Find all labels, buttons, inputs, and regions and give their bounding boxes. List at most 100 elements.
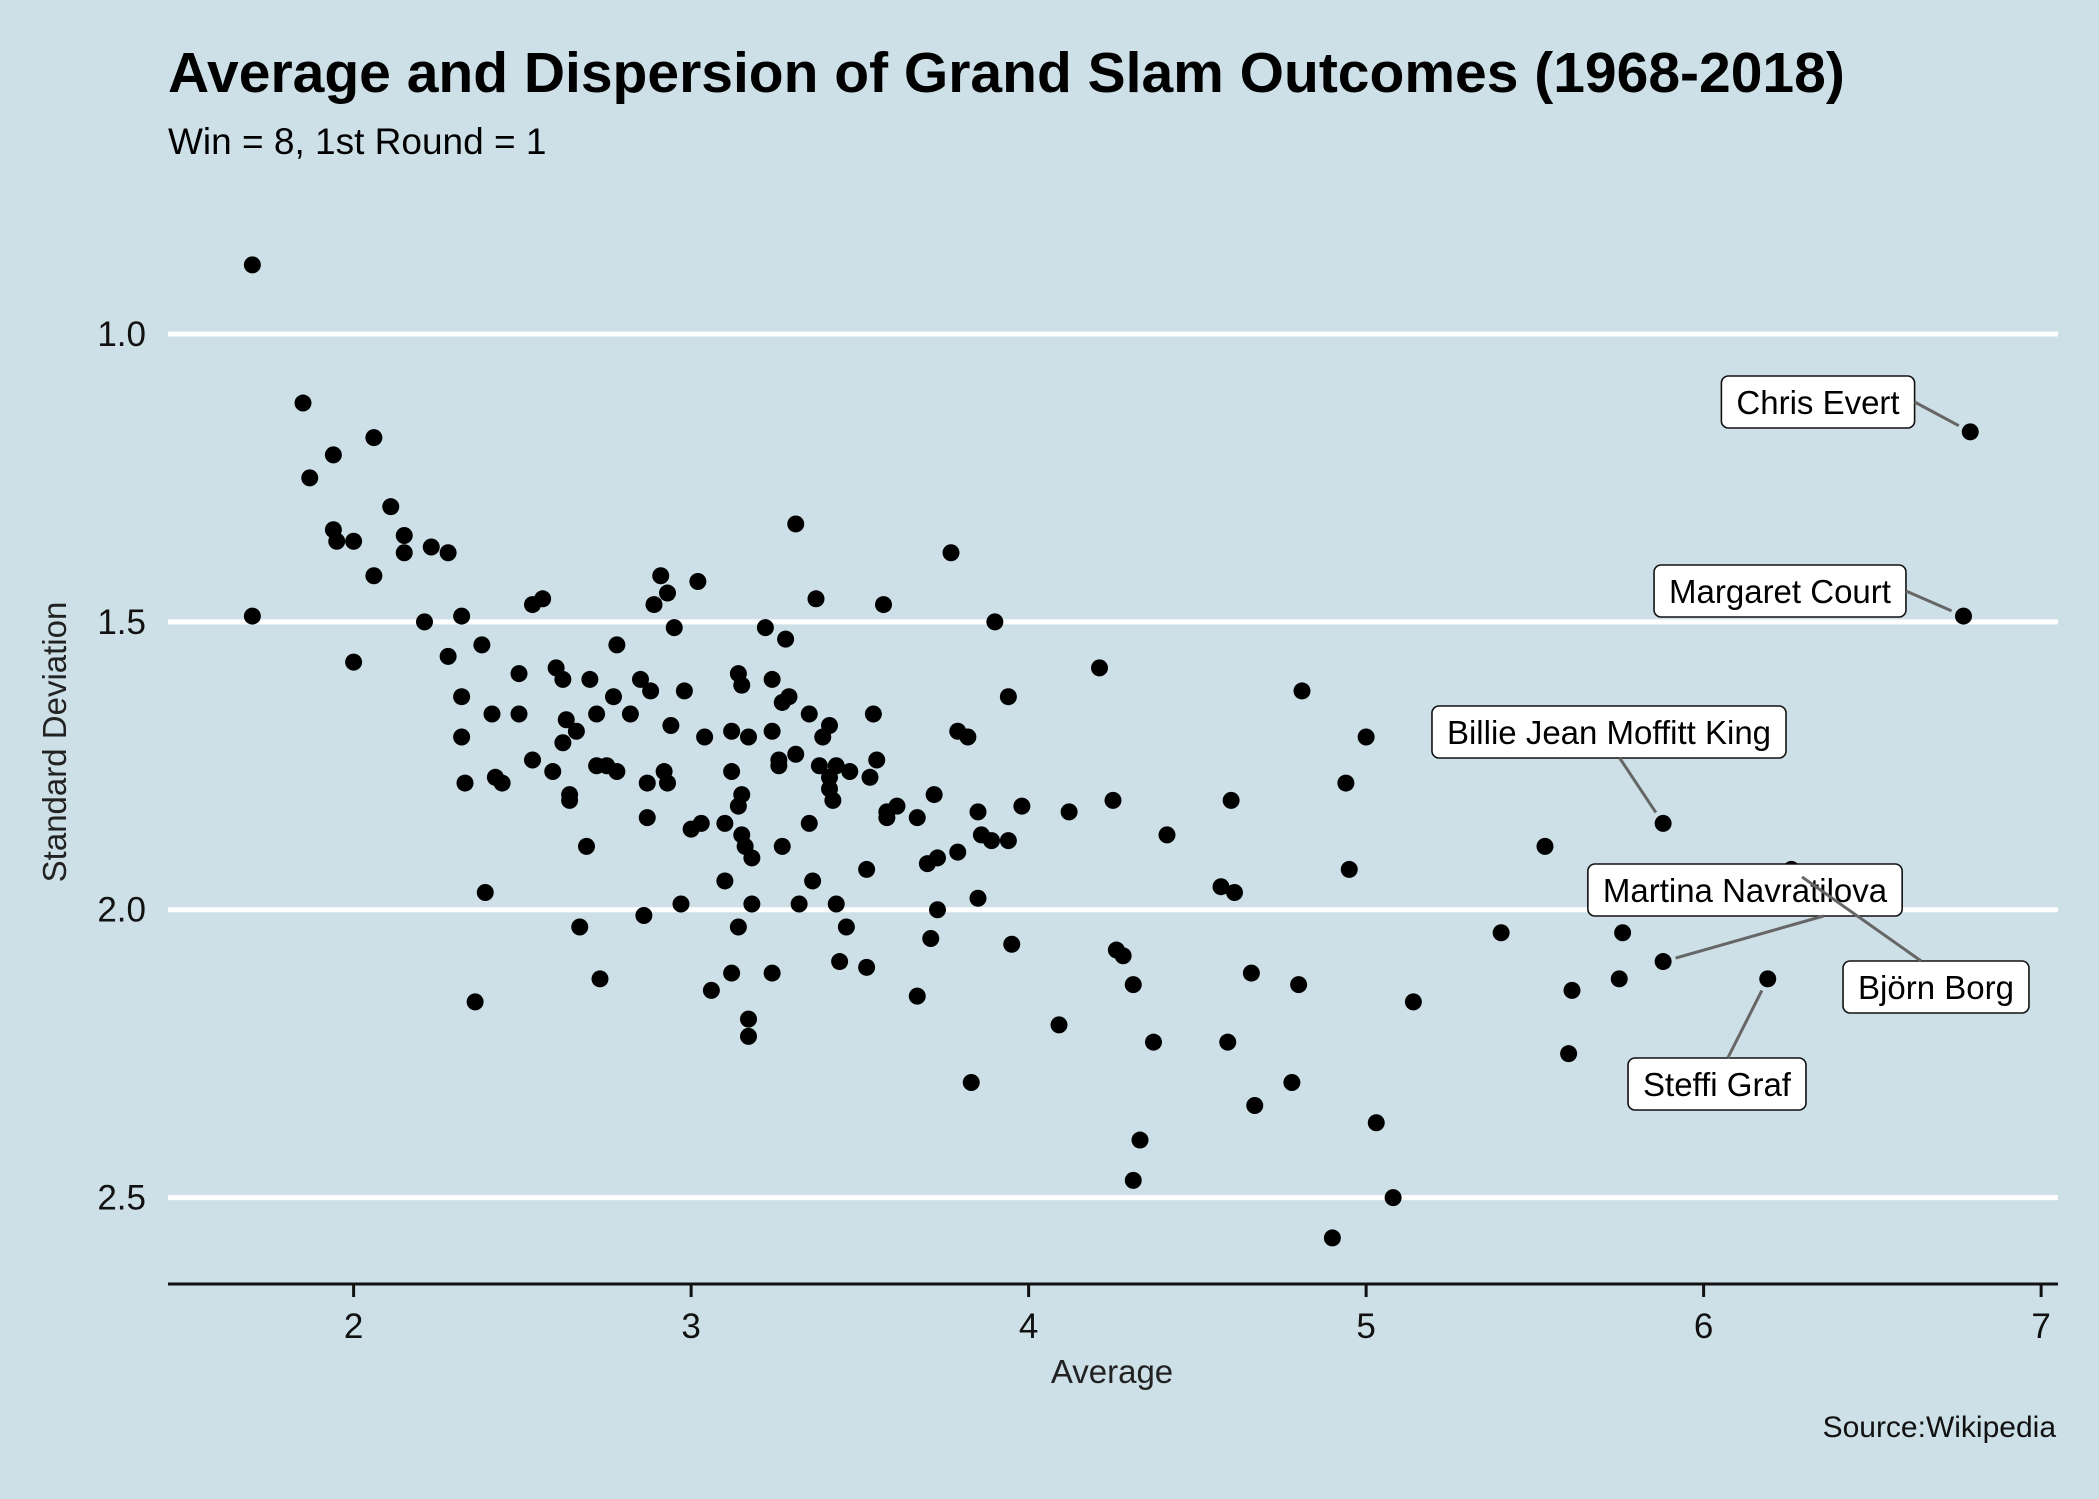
data-point (740, 1027, 757, 1045)
data-point (858, 958, 876, 976)
data-point (453, 728, 471, 746)
annotation-label: Billie Jean Moffitt King (1431, 705, 1787, 814)
annotation-label: Chris Evert (1720, 375, 1960, 429)
data-point (983, 832, 1000, 850)
data-point (787, 515, 805, 533)
x-tick-label: 7 (2031, 1307, 2050, 1346)
data-point (672, 895, 690, 913)
data-point (581, 670, 599, 688)
data-point (773, 837, 791, 855)
data-point (696, 728, 714, 746)
data-point (821, 716, 838, 734)
data-point (723, 964, 741, 982)
data-point (439, 647, 457, 665)
annotation-label: Steffi Graf (1627, 989, 1807, 1111)
data-point (716, 872, 734, 890)
data-point (554, 734, 572, 752)
data-point (1060, 803, 1078, 821)
data-point (588, 705, 606, 723)
data-point (665, 619, 683, 637)
y-tick-label: 2.5 (97, 1179, 146, 1218)
gridlines (168, 331, 2058, 1201)
y-axis-label: Standard Deviation (36, 602, 73, 883)
data-point (929, 849, 946, 867)
data-point (1492, 924, 1510, 942)
annotations: Chris Evert Margaret Court Billie Jean Mof… (1431, 375, 2030, 1111)
x-tick-label: 5 (1356, 1307, 1375, 1346)
data-point (395, 544, 413, 562)
data-points (243, 256, 1979, 1247)
data-point (608, 763, 626, 781)
data-point (942, 544, 960, 562)
data-point (743, 895, 761, 913)
chart-subtitle: Win = 8, 1st Round = 1 (168, 121, 546, 162)
data-point (1293, 682, 1311, 700)
chart-title: Average and Dispersion of Grand Slam Out… (168, 41, 1845, 105)
data-point (1222, 791, 1240, 809)
data-point (763, 670, 781, 688)
data-point (868, 751, 886, 769)
data-point (1131, 1131, 1149, 1149)
data-point (638, 809, 656, 827)
annotation-label: Margaret Court (1653, 564, 1953, 618)
annotation-leader (1618, 757, 1658, 814)
data-point (875, 596, 892, 614)
x-tick-label: 6 (1694, 1307, 1713, 1346)
data-point (1246, 1097, 1264, 1115)
data-point (453, 607, 471, 625)
data-point (770, 757, 788, 775)
data-point (790, 895, 808, 913)
data-point (632, 670, 649, 688)
data-point (908, 809, 926, 827)
annotation-leader (1913, 400, 1960, 428)
annotation-leader (1801, 875, 1922, 963)
x-tick-label: 4 (1019, 1307, 1038, 1346)
data-point (1212, 878, 1230, 896)
data-point (324, 446, 342, 464)
data-point (777, 630, 795, 648)
data-point (1323, 1229, 1341, 1247)
data-point (1104, 791, 1122, 809)
annotation-box (1431, 705, 1787, 759)
data-point (922, 930, 940, 948)
data-point (733, 786, 751, 804)
data-point (675, 682, 693, 700)
data-point (1340, 860, 1358, 878)
data-point (365, 567, 383, 585)
data-point (1219, 1033, 1237, 1051)
data-point (756, 619, 774, 637)
data-point (561, 791, 579, 809)
data-point (578, 837, 595, 855)
data-point (729, 918, 747, 936)
data-point (557, 711, 575, 729)
data-point (534, 590, 552, 608)
data-point (382, 498, 400, 516)
data-point (422, 538, 440, 556)
x-axis-ticks: 2 3 4 5 6 7 (344, 1284, 2051, 1346)
data-point (986, 613, 1004, 631)
data-point (662, 716, 680, 734)
data-point (723, 763, 741, 781)
data-point (645, 596, 663, 614)
data-point (837, 918, 855, 936)
data-point (243, 256, 261, 274)
annotation-text: Björn Borg (1858, 969, 2014, 1006)
data-point (510, 705, 528, 723)
data-point (1145, 1033, 1162, 1051)
annotation-text: Chris Evert (1736, 384, 1899, 421)
data-point (1654, 953, 1672, 971)
data-point (1614, 924, 1632, 942)
data-point (605, 688, 622, 706)
annotation-label: Björn Borg (1801, 875, 2030, 1014)
data-point (692, 814, 710, 832)
data-point (554, 670, 572, 688)
data-point (567, 722, 585, 740)
data-point (1404, 993, 1422, 1011)
annotation-text: Martina Navratilova (1603, 872, 1888, 909)
data-point (1654, 814, 1672, 832)
data-point (999, 688, 1017, 706)
data-point (456, 774, 474, 792)
data-point (702, 981, 720, 999)
data-point (824, 791, 842, 809)
